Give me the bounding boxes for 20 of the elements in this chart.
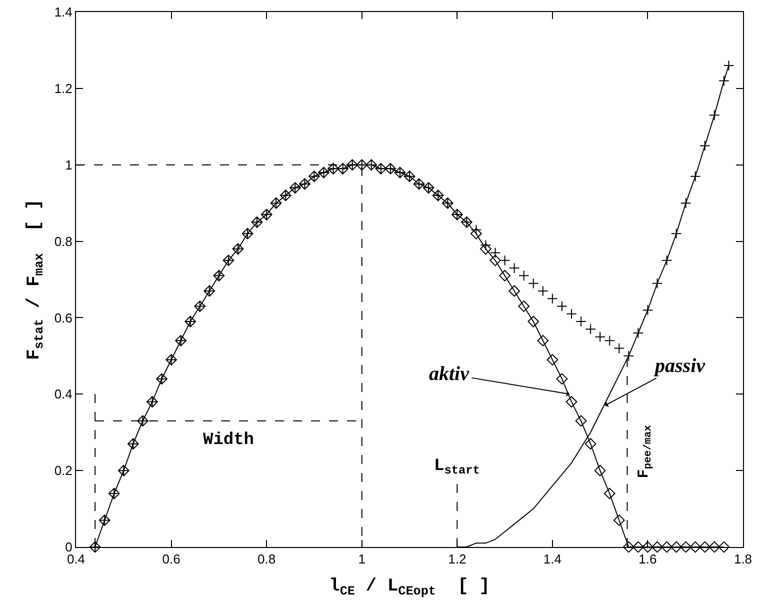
annotation: aktiv [429,363,470,385]
y-tick-label: 0.2 [54,463,72,478]
text: l$_{CE}$ / L$_{CEopt}$ [ ] [329,576,490,598]
x-tick-label: 1.6 [638,552,657,567]
x-tick-label: 0.6 [162,552,180,567]
x-tick-label: 1.4 [543,552,562,567]
x-tick-label: 0.8 [258,552,276,567]
annotation: passiv [653,355,706,377]
annotation: Width [203,431,254,450]
x-tick-label: 1 [358,552,366,567]
y-tick-label: 1.4 [54,4,72,20]
x-tick-label: 1.8 [734,552,752,567]
y-tick-label: 1.2 [54,80,72,96]
annotation: L$_{start}$ [434,457,480,478]
y-tick-label: 0 [65,540,72,555]
y-tick-label: 0.4 [54,386,72,402]
x-tick-label: 1.2 [448,552,466,567]
y-tick-label: 0.6 [54,310,72,326]
y-tick-label: 0.8 [54,234,72,249]
y-tick-label: 1 [65,157,72,172]
